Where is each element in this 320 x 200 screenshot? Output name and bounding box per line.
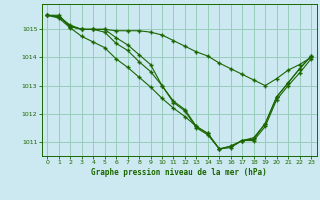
X-axis label: Graphe pression niveau de la mer (hPa): Graphe pression niveau de la mer (hPa): [91, 168, 267, 177]
